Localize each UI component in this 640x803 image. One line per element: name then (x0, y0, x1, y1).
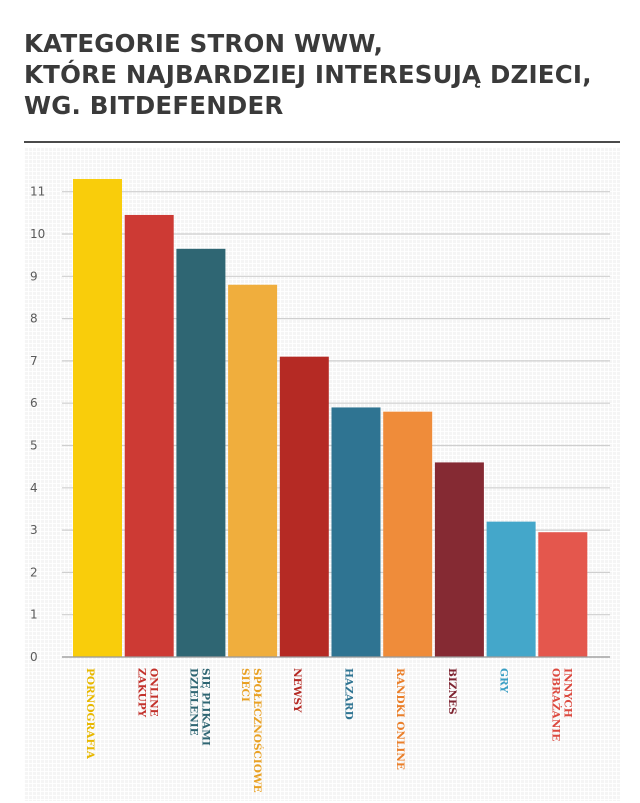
y-tick-label-0: 0 (30, 650, 38, 664)
category-label-line: DZIELENIE (187, 668, 199, 736)
bar-6 (383, 411, 433, 657)
bar-9 (538, 532, 588, 657)
y-tick-label-8: 8 (30, 312, 38, 326)
bar-5 (331, 407, 381, 657)
category-label-line: GRY (498, 668, 510, 693)
category-label-8: GRY (498, 668, 510, 693)
bar-4 (279, 356, 329, 657)
bar-0 (73, 179, 122, 657)
title-divider (24, 141, 620, 143)
category-label-line: NEWSY (291, 668, 303, 713)
bar-2 (176, 248, 226, 657)
y-tick-label-3: 3 (30, 523, 38, 537)
y-tick-label-2: 2 (30, 565, 38, 579)
category-label-line: SIĘ PLIKAMI (199, 668, 211, 746)
y-tick-label-10: 10 (30, 227, 45, 241)
title-line-3: WG. BITDEFENDER (24, 91, 284, 120)
category-label-5: HAZARD (343, 668, 355, 720)
chart-title: KATEGORIE STRON WWW, KTÓRE NAJBARDZIEJ I… (24, 28, 624, 121)
y-tick-label-4: 4 (30, 481, 38, 495)
category-label-line: ONLINE (148, 668, 160, 717)
category-label-2: DZIELENIESIĘ PLIKAMI (187, 668, 211, 746)
bar-7 (434, 462, 484, 657)
category-label-line: SIECI (239, 668, 251, 702)
y-tick-label-1: 1 (30, 608, 38, 622)
title-line-1: KATEGORIE STRON WWW, (24, 29, 384, 58)
category-label-line: OBRAŻANIE (549, 668, 563, 741)
category-label-line: SPOŁECZNOŚCIOWE (251, 668, 265, 793)
category-label-9: OBRAŻANIEINNYCH (549, 668, 573, 741)
category-label-line: RANDKI ONLINE (394, 668, 406, 770)
category-label-1: ZAKUPYONLINE (136, 668, 160, 718)
category-label-6: RANDKI ONLINE (394, 668, 406, 770)
y-tick-label-6: 6 (30, 396, 38, 410)
y-tick-label-9: 9 (30, 269, 38, 283)
title-line-2: KTÓRE NAJBARDZIEJ INTERESUJĄ DZIECI, (24, 60, 592, 89)
category-label-line: PORNOGRAFIA (84, 668, 96, 760)
category-label-3: SIECISPOŁECZNOŚCIOWE (239, 668, 265, 793)
bar-3 (228, 284, 278, 657)
category-label-4: NEWSY (291, 668, 303, 713)
category-label-line: HAZARD (343, 668, 355, 720)
category-label-7: BIZNES (446, 668, 458, 715)
bar-1 (124, 214, 174, 657)
y-tick-label-5: 5 (30, 439, 38, 453)
category-label-0: PORNOGRAFIA (84, 668, 96, 760)
bar-8 (486, 521, 536, 657)
y-tick-label-7: 7 (30, 354, 38, 368)
category-label-line: INNYCH (561, 668, 573, 718)
category-label-line: BIZNES (446, 668, 458, 715)
y-tick-label-11: 11 (30, 185, 45, 199)
category-label-line: ZAKUPY (136, 668, 148, 718)
